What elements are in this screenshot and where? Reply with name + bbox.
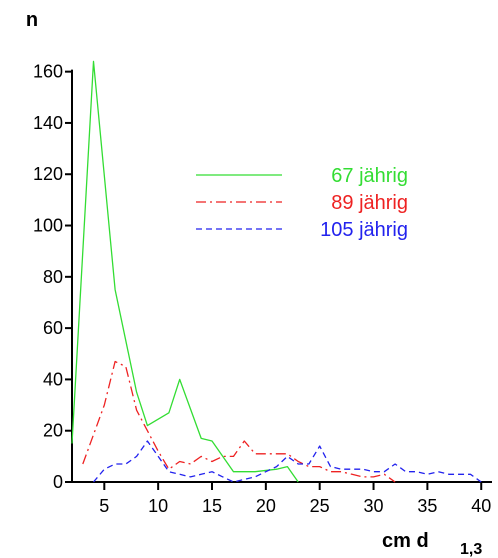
x-tick-label-35: 35 [417, 496, 437, 516]
y-tick-label-100: 100 [33, 216, 63, 236]
y-tick-label-20: 20 [43, 421, 63, 441]
legend-label-1: 67 jährig [331, 165, 408, 187]
y-tick-label-80: 80 [43, 267, 63, 287]
x-axis-title-subscript: 1,3 [460, 541, 482, 558]
x-tick-label-10: 10 [148, 496, 168, 516]
y-tick-label-120: 120 [33, 164, 63, 184]
x-tick-label-20: 20 [256, 496, 276, 516]
x-tick-label-40: 40 [471, 496, 491, 516]
x-tick-label-15: 15 [202, 496, 222, 516]
series-line-1 [71, 60, 299, 483]
x-axis-title: cm d [382, 530, 429, 552]
y-tick-label-60: 60 [43, 318, 63, 338]
legend-label-3: 105 jährig [320, 219, 408, 241]
y-axis-title: n [26, 9, 38, 31]
y-tick-label-160: 160 [33, 62, 63, 82]
y-tick-label-40: 40 [43, 369, 63, 389]
y-tick-label-0: 0 [53, 472, 63, 492]
x-tick-label-30: 30 [364, 496, 384, 516]
x-tick-label-25: 25 [310, 496, 330, 516]
x-tick-label-5: 5 [99, 496, 109, 516]
legend-label-2: 89 jährig [331, 192, 408, 214]
series-line-2 [82, 360, 396, 483]
series-line-3 [93, 440, 482, 483]
y-tick-label-140: 140 [33, 113, 63, 133]
